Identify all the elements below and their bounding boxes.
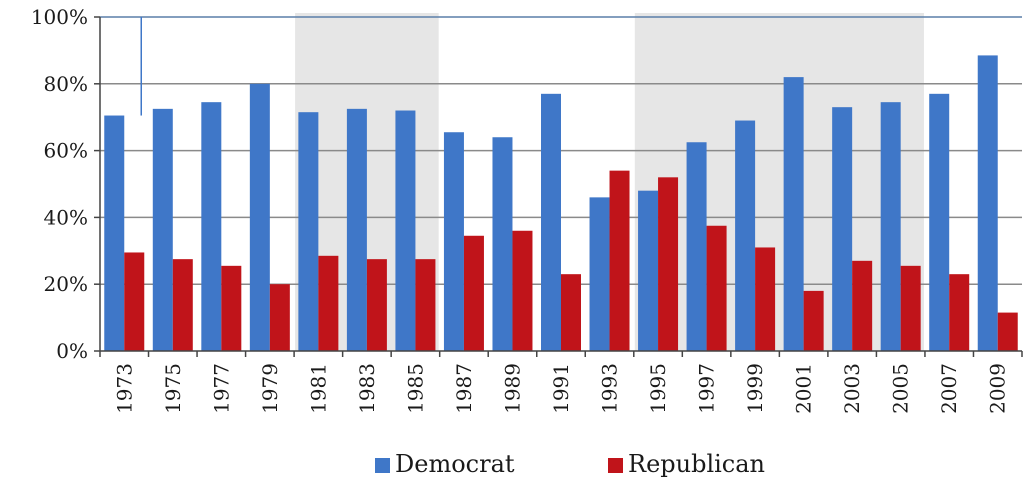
bar-democrat-1979: [249, 83, 270, 352]
bar-republican-1987: [463, 235, 484, 351]
y-tick-label: 40%: [44, 205, 88, 229]
y-tick-label: 0%: [56, 339, 88, 363]
shaded-periods: [295, 13, 924, 351]
y-tick-labels: 0% 20% 40% 60% 80% 100%: [31, 5, 88, 363]
bar-republican-2001: [803, 290, 824, 351]
legend-label-democrat: Democrat: [395, 450, 515, 478]
bars: [104, 55, 1018, 352]
bar-democrat-1999: [735, 120, 756, 351]
bar-democrat-1987: [443, 132, 464, 351]
bar-democrat-2009: [977, 55, 998, 351]
x-tick-label: 1991: [549, 363, 573, 414]
x-tick-label: 1973: [112, 363, 136, 414]
bar-democrat-2005: [880, 102, 901, 351]
x-tick-label: 1989: [500, 363, 524, 414]
bar-democrat-1995: [638, 190, 659, 351]
x-tick-label: 2005: [889, 363, 913, 414]
bar-republican-1989: [512, 230, 533, 351]
x-tick-label: 2001: [792, 363, 816, 414]
bar-republican-1979: [269, 284, 290, 351]
bar-republican-2003: [852, 260, 873, 351]
x-tick-label: 1997: [695, 363, 719, 414]
x-tick-label: 1981: [306, 363, 330, 414]
y-tick-label: 100%: [31, 5, 88, 29]
bar-republican-1993: [609, 170, 630, 351]
bar-republican-1983: [366, 259, 387, 351]
bar-democrat-1983: [346, 108, 367, 351]
x-tick-label: 2007: [937, 363, 961, 414]
x-tick-label: 1999: [743, 363, 767, 414]
bar-democrat-2007: [929, 93, 950, 351]
bar-democrat-1975: [152, 108, 173, 351]
bar-republican-1975: [172, 259, 193, 351]
bar-republican-1995: [658, 177, 679, 351]
bar-republican-1973: [124, 252, 145, 351]
bar-democrat-1981: [298, 112, 319, 351]
bar-republican-2009: [997, 312, 1018, 351]
bar-republican-2007: [949, 274, 970, 351]
legend: Democrat Republican: [375, 450, 765, 478]
legend-swatch-democrat: [375, 458, 390, 473]
x-tick-labels: 1973 1975 1977 1979 1981 1983 1985 1987 1989 1991…: [112, 363, 1009, 414]
bar-democrat-1989: [492, 137, 513, 351]
bar-democrat-1985: [395, 110, 416, 352]
y-tick-label: 60%: [44, 139, 88, 163]
bar-republican-1981: [318, 255, 339, 351]
bar-republican-1997: [706, 225, 727, 351]
bar-democrat-2003: [832, 107, 853, 352]
y-tick-label: 80%: [44, 72, 88, 96]
axes: [94, 16, 1023, 357]
bar-democrat-1973: [104, 115, 125, 351]
bar-republican-1977: [221, 265, 242, 351]
bar-republican-1999: [755, 247, 776, 351]
bar-republican-1985: [415, 259, 436, 351]
bar-democrat-1993: [589, 197, 610, 351]
x-tick-label: 1977: [209, 363, 233, 414]
x-tick-label: 2009: [986, 363, 1010, 414]
shaded-period-2: [634, 13, 924, 351]
bar-republican-1991: [561, 274, 581, 351]
bar-democrat-1991: [541, 93, 561, 351]
legend-label-republican: Republican: [628, 450, 765, 478]
legend-swatch-republican: [608, 458, 623, 473]
x-tick-label: 1975: [161, 363, 185, 414]
x-tick-label: 1993: [598, 363, 622, 414]
bar-democrat-1997: [686, 142, 707, 351]
y-tick-label: 20%: [44, 272, 88, 296]
x-tick-label: 2003: [840, 363, 864, 414]
x-tick-label: 1987: [452, 363, 476, 414]
x-tick-label: 1985: [403, 363, 427, 414]
bar-democrat-2001: [783, 77, 804, 352]
x-tick-label: 1979: [258, 363, 282, 414]
x-tick-label: 1983: [355, 363, 379, 414]
bar-democrat-1977: [201, 102, 222, 351]
bar-republican-2005: [900, 265, 921, 351]
x-tick-label: 1995: [646, 363, 670, 414]
